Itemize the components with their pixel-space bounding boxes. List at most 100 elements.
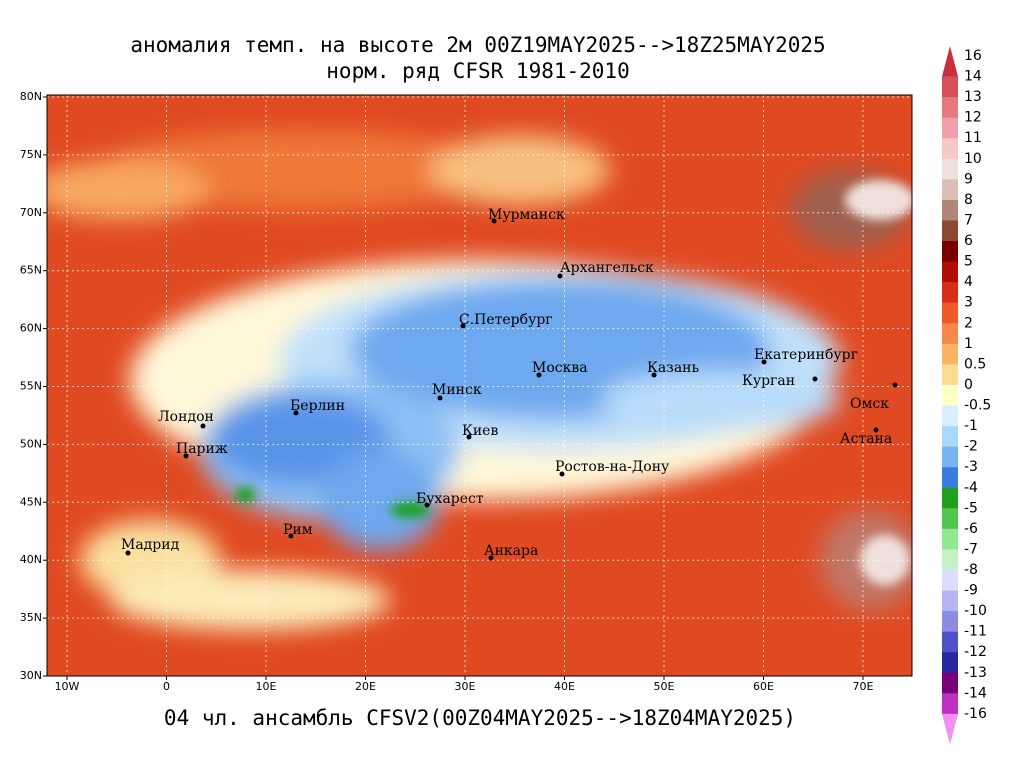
city-dot: [559, 471, 565, 477]
city-dot: [125, 550, 131, 556]
colorbar-box: [942, 570, 958, 592]
colorbar: 16 14 13 12 11 10 9 8 7 6 5 4 3 2 1 0.5 0 -0.5 -1 -2 -3 -4 -5 -…: [942, 46, 991, 745]
colorbar-label: -16: [964, 706, 987, 722]
colorbar-label: -0.5: [964, 398, 991, 414]
colorbar-label: 11: [964, 130, 982, 146]
city-label: Киев: [462, 423, 498, 439]
colorbar-box: [942, 487, 958, 509]
city-dot: [437, 395, 443, 401]
colorbar-label: 0.5: [964, 356, 986, 372]
city-dot: [288, 533, 294, 539]
city-dot: [761, 359, 767, 365]
colorbar-box: [942, 199, 958, 221]
city-label: Архангельск: [560, 260, 654, 276]
lat-label: 40N: [20, 553, 42, 566]
city-dot: [466, 434, 472, 440]
city-label: Минск: [432, 382, 482, 398]
cities: Мурманск Архангельск С.Петербург Москва Каза…: [121, 207, 898, 561]
colorbar-box: [942, 343, 958, 365]
colorbar-box: [942, 631, 958, 653]
colorbar-box: [942, 426, 958, 448]
colorbar-box: [942, 302, 958, 324]
city-label: Бухарест: [416, 491, 484, 507]
city-dot: [200, 423, 206, 429]
colorbar-box: [942, 508, 958, 530]
lat-label: 55N: [20, 380, 42, 393]
city-label: Курган: [742, 373, 795, 389]
colorbar-label: 3: [964, 295, 973, 311]
city-label: Екатеринбург: [754, 347, 858, 363]
city-label: Казань: [647, 360, 699, 376]
city-label: Ростов-на-Дону: [555, 459, 670, 475]
city-dot: [460, 323, 466, 329]
anomaly-detail: [235, 180, 912, 585]
colorbar-box: [942, 323, 958, 345]
colorbar-box: [942, 76, 958, 98]
colorbar-label: -7: [964, 541, 978, 557]
lon-label: 0: [163, 680, 170, 693]
lat-label: 35N: [20, 611, 42, 624]
colorbar-box: [942, 384, 958, 407]
colorbar-label: 5: [964, 254, 973, 270]
city-label: Лондон: [158, 409, 214, 425]
graticule: [47, 95, 912, 676]
colorbar-label: -14: [964, 685, 987, 701]
colorbar-label: 12: [964, 110, 982, 126]
lat-label: 30N: [20, 669, 42, 682]
lon-label: 10W: [55, 680, 80, 693]
lat-label: 60N: [20, 322, 42, 335]
colorbar-label: 6: [964, 233, 973, 249]
lat-label: 75N: [20, 148, 42, 161]
colorbar-label: -2: [964, 439, 978, 455]
lat-label: 80N: [20, 90, 42, 103]
city-dot: [536, 372, 542, 378]
colorbar-box: [942, 446, 958, 468]
lon-label: 30E: [455, 680, 476, 693]
lon-label: 10E: [256, 680, 277, 693]
colorbar-label: 1: [964, 336, 973, 352]
city-label: Астана: [840, 431, 892, 447]
city-label: Москва: [532, 360, 588, 376]
colorbar-box: [942, 179, 958, 201]
colorbar-label: -9: [964, 583, 978, 599]
colorbar-box: [942, 672, 958, 694]
colorbar-label: 16: [964, 48, 982, 64]
colorbar-box: [942, 611, 958, 633]
colorbar-box: [942, 117, 958, 139]
lon-label: 20E: [355, 680, 376, 693]
city-label: Мурманск: [488, 207, 565, 223]
city-dot: [651, 372, 657, 378]
colorbar-label: 8: [964, 192, 973, 208]
city-dot: [557, 273, 563, 279]
city-label: Мадрид: [121, 537, 180, 553]
city-label: Рим: [283, 522, 313, 538]
lon-label: 70E: [853, 680, 874, 693]
city-dot: [183, 453, 189, 459]
colorbar-box: [942, 693, 958, 715]
colorbar-label: -1: [964, 418, 978, 434]
colorbar-label: -6: [964, 521, 978, 537]
colorbar-box: [942, 138, 958, 160]
colorbar-cap: [942, 46, 958, 77]
colorbar-box: [942, 158, 958, 180]
anomaly-field: [47, 130, 912, 630]
lat-label: 65N: [20, 264, 42, 277]
city-dot: [892, 382, 898, 388]
colorbar-label: -5: [964, 500, 978, 516]
colorbar-label: -13: [964, 665, 987, 681]
colorbar-label: -11: [964, 624, 987, 640]
map: [47, 95, 912, 676]
city-label: С.Петербург: [459, 312, 553, 328]
colorbar-box: [942, 220, 958, 242]
city-dot: [812, 376, 818, 382]
colorbar-box: [942, 528, 958, 550]
city-dot: [424, 502, 430, 508]
subtitle: норм. ряд CFSR 1981-2010: [326, 59, 629, 83]
colorbar-label: 0: [964, 377, 973, 393]
colorbar-label: 4: [964, 274, 973, 290]
city-label: Париж: [176, 441, 228, 457]
colorbar-box: [942, 261, 958, 283]
colorbar-box: [942, 241, 958, 263]
lat-label: 45N: [20, 495, 42, 508]
colorbar-label: -3: [964, 459, 978, 475]
